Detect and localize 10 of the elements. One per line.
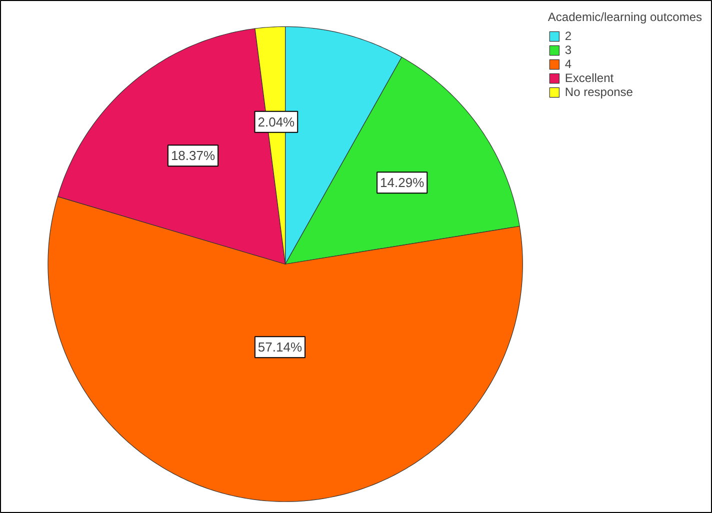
data-label: 18.37% — [170, 148, 216, 164]
data-label: 2.04% — [258, 114, 296, 130]
data-label: 57.14% — [258, 340, 302, 355]
data-label: 14.29% — [380, 175, 425, 190]
legend-label: Excellent — [564, 71, 614, 85]
legend-label: 3 — [564, 43, 573, 57]
legend-label: No response — [564, 85, 633, 99]
legend-title: Academic/learning outcomes — [548, 10, 702, 24]
legend-label: 2 — [564, 29, 573, 43]
legend-label: 4 — [564, 57, 573, 71]
